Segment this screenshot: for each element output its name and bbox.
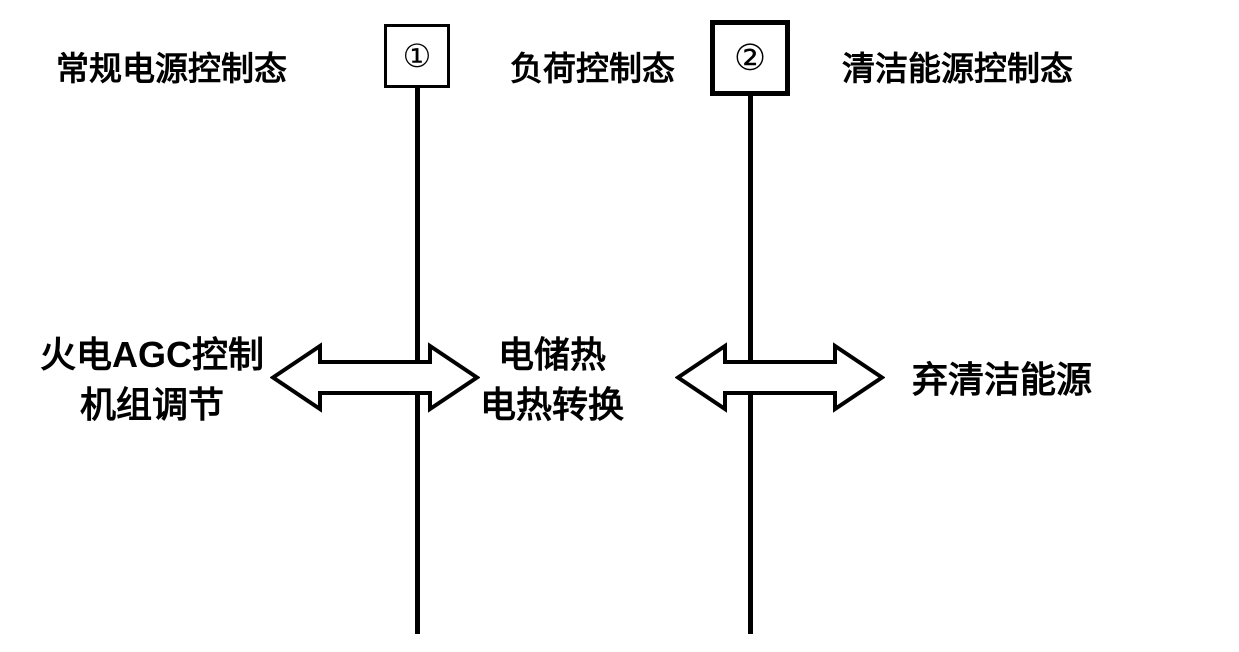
label-curtail-clean: 弃清洁能源 <box>912 355 1092 405</box>
label-thermal-agc-line2: 机组调节 <box>40 380 264 430</box>
label-heat-storage-line1: 电储热 <box>480 330 624 380</box>
label-thermal-agc: 火电AGC控制 机组调节 <box>40 330 264 431</box>
label-clean-energy: 清洁能源控制态 <box>842 42 1073 90</box>
label-thermal-agc-line1: 火电AGC控制 <box>40 330 264 380</box>
box-marker-2-label: ② <box>734 37 766 79</box>
label-load-control: 负荷控制态 <box>510 42 675 90</box>
double-arrow-right <box>675 340 885 415</box>
box-marker-2: ② <box>710 20 790 96</box>
double-arrow-left-shape <box>273 346 477 409</box>
box-marker-1-label: ① <box>403 37 432 75</box>
label-heat-storage: 电储热 电热转换 <box>480 330 624 431</box>
double-arrow-right-shape <box>678 346 882 409</box>
label-heat-storage-line2: 电热转换 <box>480 380 624 430</box>
label-curtail-clean-text: 弃清洁能源 <box>912 359 1092 400</box>
label-conventional-power: 常规电源控制态 <box>56 42 287 90</box>
box-marker-1: ① <box>384 24 450 88</box>
diagram-container: 常规电源控制态 负荷控制态 清洁能源控制态 ① ② 火电AGC控制 机组调节 电… <box>0 0 1239 652</box>
double-arrow-left <box>270 340 480 415</box>
